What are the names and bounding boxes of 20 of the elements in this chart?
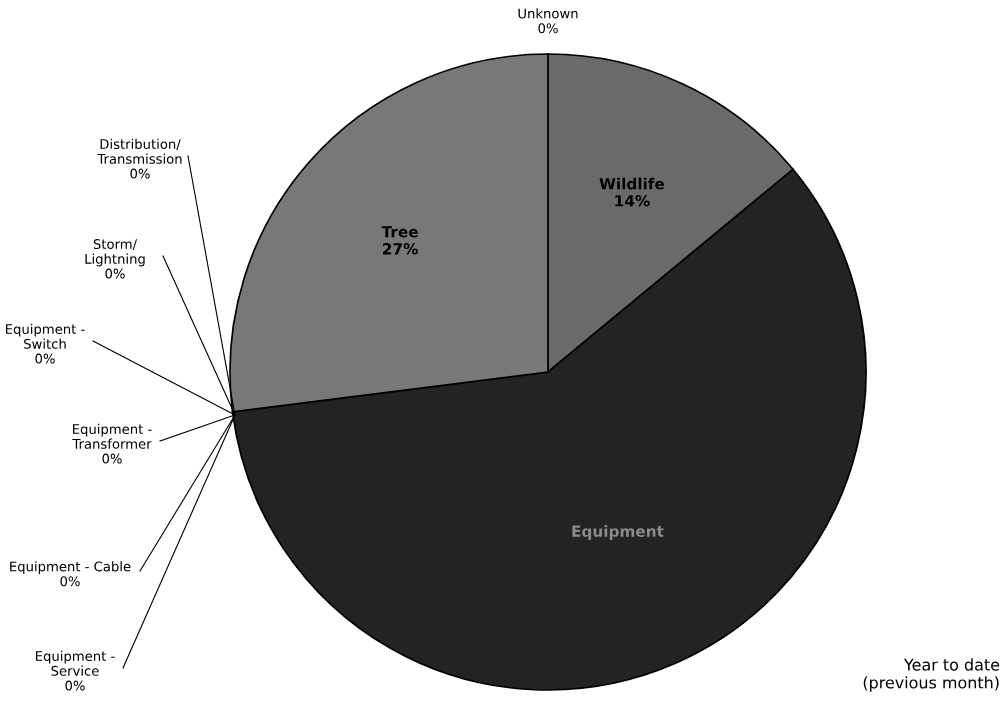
text: 0% bbox=[102, 453, 122, 464]
text: 0% bbox=[65, 680, 85, 691]
data-label: 14% bbox=[615, 195, 650, 207]
category-label: Unknown bbox=[518, 8, 578, 19]
category-label: Distribution/ Transmission bbox=[97, 138, 182, 164]
text: Year to date (previous month) bbox=[863, 658, 1000, 692]
category-label: Equipment - Service bbox=[36, 650, 115, 676]
slice-label: Equipment bbox=[572, 525, 664, 540]
slice-label: Wildlife bbox=[599, 177, 665, 190]
category-label: Equipment - Cable bbox=[10, 561, 131, 574]
category-label: Storm/ Lightning bbox=[85, 239, 145, 267]
text: 0% bbox=[130, 168, 150, 179]
text: 0% bbox=[105, 268, 125, 279]
slice-label: Tree bbox=[381, 226, 418, 238]
text: 0% bbox=[35, 353, 55, 364]
text: 0% bbox=[538, 23, 558, 34]
category-label: Equipment - Transformer bbox=[72, 423, 152, 449]
category-label: Equipment - Switch bbox=[6, 323, 85, 349]
data-label: 27% bbox=[383, 243, 418, 255]
text: 0% bbox=[60, 576, 80, 587]
